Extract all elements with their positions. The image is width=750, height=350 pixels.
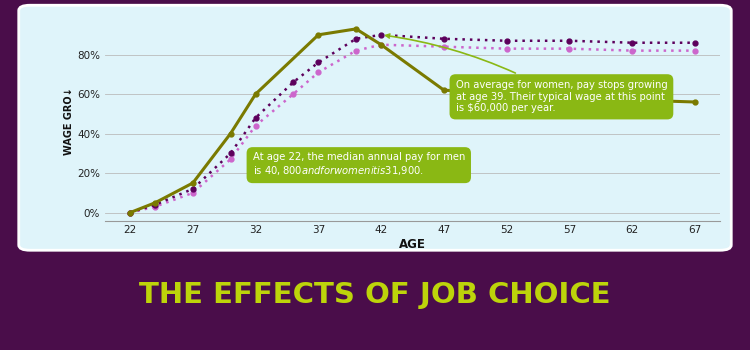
X-axis label: AGE: AGE [399, 238, 426, 251]
Text: THE EFFECTS OF JOB CHOICE: THE EFFECTS OF JOB CHOICE [140, 281, 610, 309]
Text: At age 22, the median annual pay for men
is $40,800 and for women it is $31,900.: At age 22, the median annual pay for men… [253, 152, 465, 177]
Y-axis label: WAGE GRO↓: WAGE GRO↓ [64, 87, 74, 155]
FancyBboxPatch shape [19, 5, 731, 250]
Text: On average for women, pay stops growing
at age 39. Their typical wage at this po: On average for women, pay stops growing … [386, 34, 668, 113]
